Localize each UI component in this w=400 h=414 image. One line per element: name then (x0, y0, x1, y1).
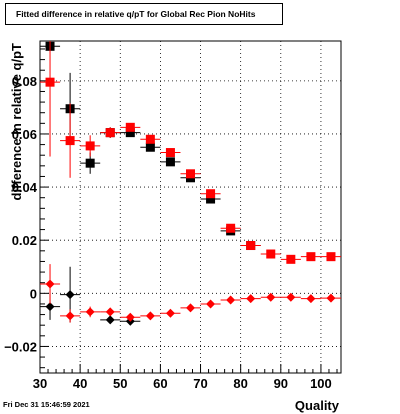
data-point-square (45, 77, 55, 87)
data-point-square (105, 128, 115, 138)
y-tick-label: 0.04 (12, 180, 38, 195)
data-point-diamond (105, 307, 115, 317)
y-tick-label: 0.08 (12, 74, 37, 89)
data-point-square (85, 141, 95, 151)
data-point-square (326, 252, 336, 262)
data-point-diamond (246, 294, 256, 304)
data-point-square (226, 223, 236, 233)
data-point-diamond (226, 295, 236, 305)
data-point-square (165, 148, 175, 158)
data-point-diamond (165, 308, 175, 318)
data-point-square (306, 252, 316, 262)
y-tick-label: 0.06 (12, 127, 37, 142)
data-point-square (165, 157, 175, 167)
y-axis-title: difference in relative q/pT (9, 43, 24, 201)
data-point-diamond (85, 307, 95, 317)
x-tick-label: 40 (73, 376, 87, 391)
data-point-diamond (105, 315, 115, 325)
data-point-diamond (326, 293, 336, 303)
x-tick-label: 70 (193, 376, 207, 391)
data-point-square (125, 122, 135, 132)
data-point-square (286, 254, 296, 264)
chart-title: Fitted difference in relative q/pT for G… (16, 9, 256, 19)
data-point-diamond (65, 311, 75, 321)
data-point-square (85, 158, 95, 168)
data-point-square (125, 128, 135, 138)
x-tick-label: 60 (153, 376, 167, 391)
y-tick-label: −0.02 (4, 339, 37, 354)
data-point-square (145, 134, 155, 144)
x-tick-label: 50 (113, 376, 127, 391)
data-point-square (266, 249, 276, 259)
x-tick-label: 90 (274, 376, 288, 391)
plot-frame (39, 40, 342, 374)
y-tick-label: 0 (30, 286, 37, 301)
data-point-square (186, 169, 195, 179)
data-point-diamond (286, 292, 296, 302)
data-point-square (206, 194, 216, 204)
data-point-square (145, 142, 155, 152)
x-tick-label: 100 (310, 376, 332, 391)
data-point-diamond (266, 292, 276, 302)
data-point-diamond (306, 294, 316, 304)
data-point-square (65, 136, 75, 146)
data-point-diamond (65, 290, 75, 300)
data-point-square (206, 189, 216, 199)
data-point-diamond (45, 279, 55, 289)
data-point-diamond (45, 302, 55, 312)
timestamp-footer: Fri Dec 31 15:46:59 2021 (3, 400, 90, 409)
x-tick-label: 30 (33, 376, 47, 391)
data-point-diamond (206, 299, 216, 309)
chart-title-box: Fitted difference in relative q/pT for G… (5, 3, 283, 25)
data-point-diamond (125, 312, 135, 322)
y-tick-label: 0.02 (12, 233, 37, 248)
data-point-diamond (145, 311, 155, 321)
data-point-diamond (186, 303, 195, 313)
x-axis-title: Quality (295, 398, 340, 413)
data-point-square (246, 241, 256, 251)
x-tick-label: 80 (233, 376, 247, 391)
